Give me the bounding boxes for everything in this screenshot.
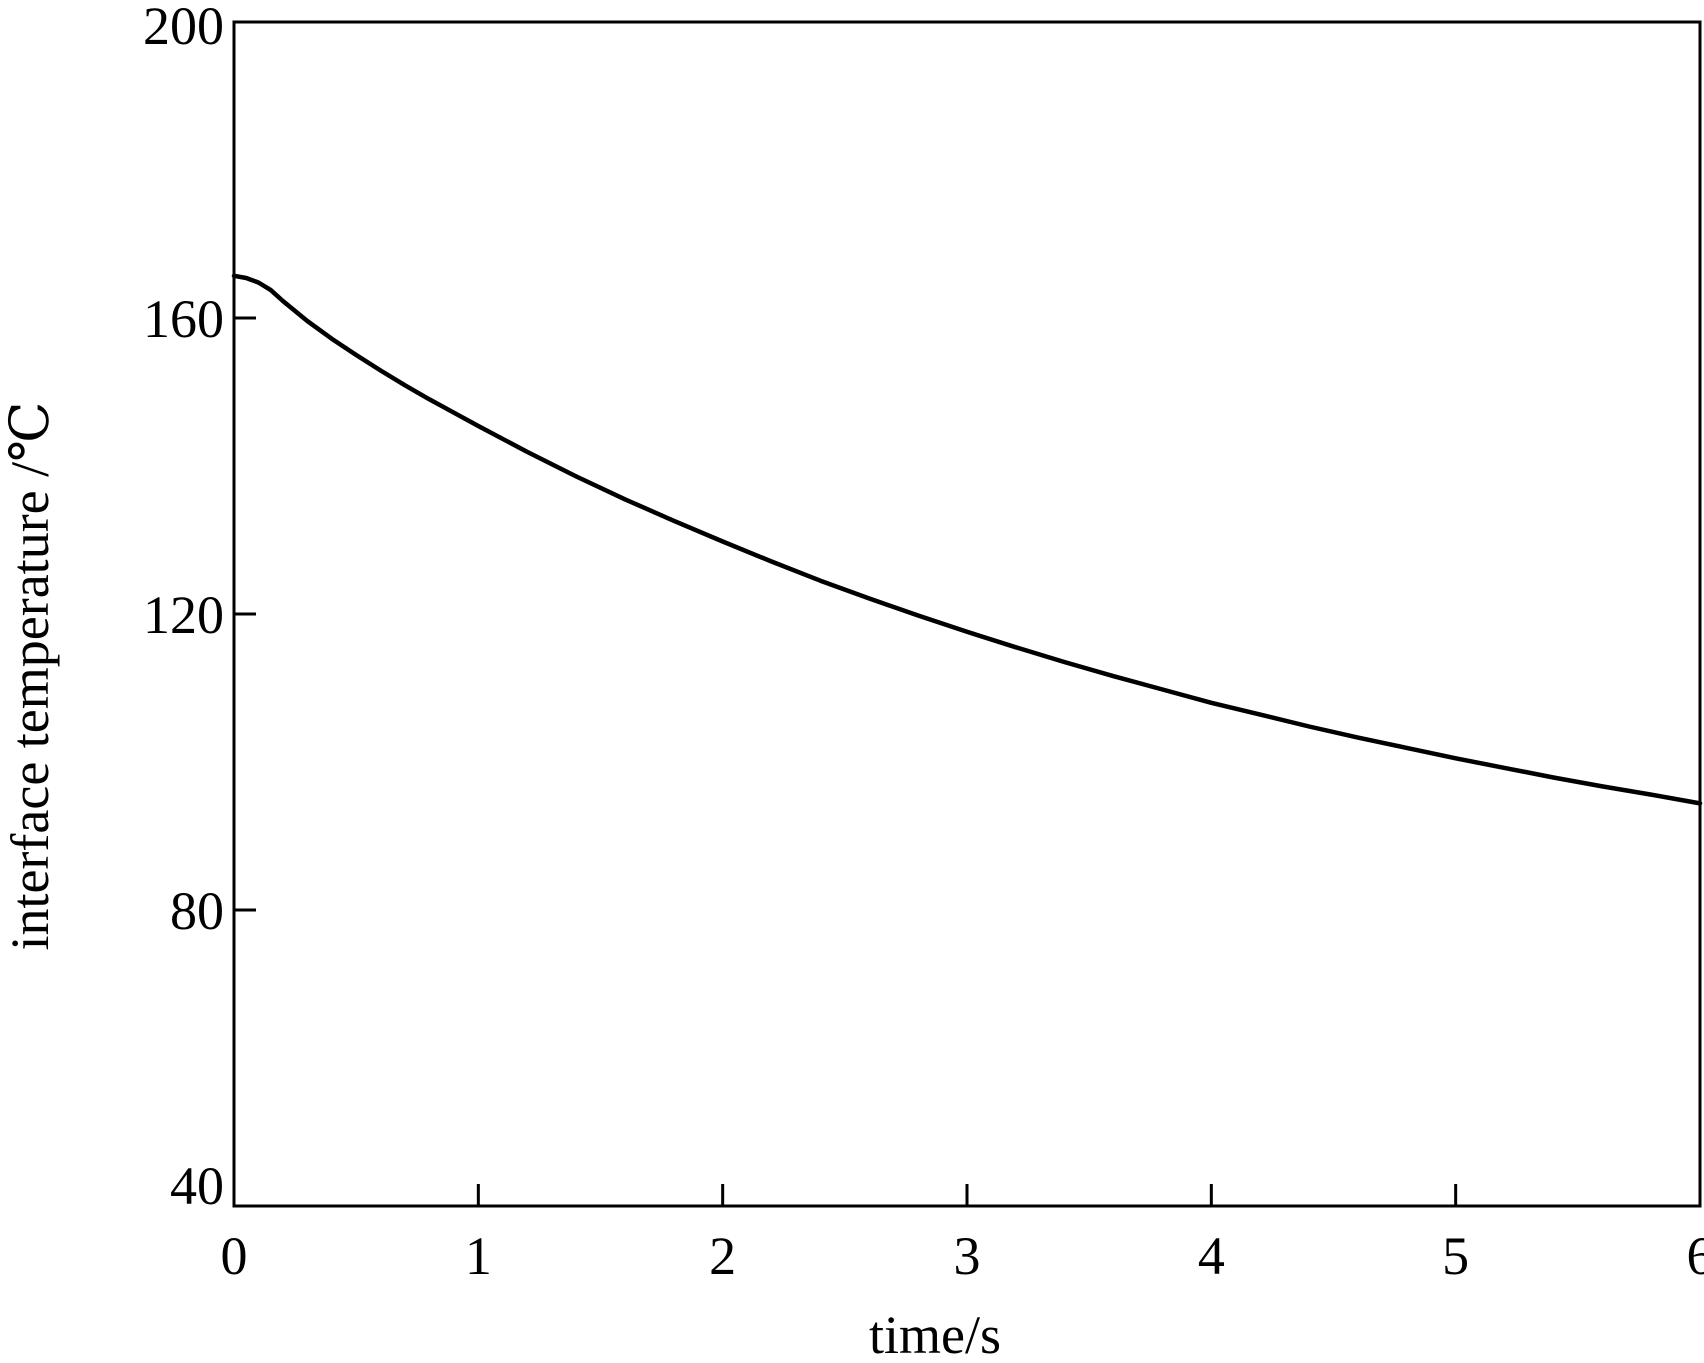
y-axis-ticks: 40 80 120 160 200: [143, 0, 256, 1216]
y-tick-label: 80: [170, 881, 224, 941]
x-tick-label: 6: [1687, 1226, 1704, 1286]
x-tick-label: 0: [221, 1226, 248, 1286]
series-line-1: [231, 273, 1703, 806]
y-axis-label: interface temperature /℃: [0, 401, 60, 950]
x-axis-label: time/s: [869, 1305, 1001, 1363]
series-lines: [231, 273, 1703, 806]
x-tick-label: 3: [954, 1226, 981, 1286]
x-tick-label: 4: [1198, 1226, 1225, 1286]
y-tick-label: 160: [143, 289, 224, 349]
y-tick-label: 40: [170, 1156, 224, 1216]
x-tick-label: 5: [1442, 1226, 1469, 1286]
y-tick-label: 120: [143, 585, 224, 645]
y-tick-label: 200: [143, 0, 224, 56]
x-tick-label: 2: [709, 1226, 736, 1286]
x-tick-label: 1: [465, 1226, 492, 1286]
x-axis-ticks: 0 1 2 3 4 5 6: [221, 1184, 1704, 1286]
